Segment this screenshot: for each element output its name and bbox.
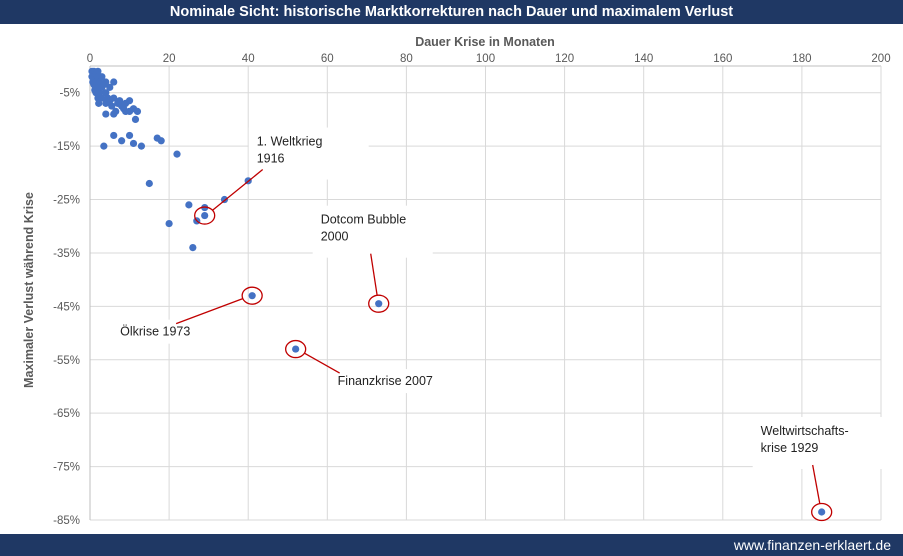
- data-point: [106, 83, 114, 91]
- data-point: [102, 78, 110, 86]
- footer-bar: www.finanzen-erklaert.de: [0, 534, 903, 556]
- annotation-box: [248, 127, 369, 180]
- annotations: 1. Weltkrieg 1916 Dotcom Bubble 2000 Ölkrise…: [120, 135, 849, 522]
- annotation-label: 1. Weltkrieg: [257, 135, 323, 149]
- data-point: [173, 150, 181, 158]
- data-point: [818, 508, 826, 516]
- annotation-label: Dotcom Bubble: [321, 213, 407, 227]
- annotation-connector: [175, 298, 244, 325]
- y-tick-label: -5%: [60, 88, 80, 100]
- annotation-label: Finanzkrise 2007: [338, 374, 433, 388]
- annotation-label: Weltwirtschafts-: [761, 424, 849, 438]
- x-tick-label: 160: [713, 53, 732, 65]
- x-tick-label: 0: [87, 53, 93, 65]
- data-point: [157, 137, 165, 145]
- data-point: [133, 107, 142, 115]
- data-point: [98, 94, 106, 102]
- y-axis-label: Maximaler Verlust während Krise: [22, 192, 36, 388]
- data-point: [94, 67, 102, 75]
- annotation-connector: [812, 464, 821, 504]
- annotation-boxes: [112, 127, 883, 469]
- chart-title: Nominale Sicht: historische Marktkorrekt…: [0, 0, 903, 24]
- annotation-label: 1916: [257, 152, 285, 166]
- annotation-label: 2000: [321, 230, 349, 244]
- x-tick-label: 60: [321, 53, 334, 65]
- x-tick-labels: 0 20 40 60 80 100 120 140 160 180 200: [87, 53, 891, 65]
- data-points: [88, 67, 826, 516]
- y-tick-labels: -5% -15% -25% -35% -45% -55% -65% -75% -85%: [53, 88, 80, 527]
- annotation-box: [752, 416, 883, 469]
- x-axis-label: Dauer Krise in Monaten: [415, 35, 555, 49]
- data-point: [112, 107, 120, 115]
- annotation-circle: [811, 502, 833, 522]
- data-point: [125, 97, 134, 105]
- annotation-box: [312, 205, 433, 258]
- data-point: [110, 78, 118, 86]
- y-tick-label: -25%: [53, 195, 80, 207]
- x-tick-label: 40: [242, 53, 255, 65]
- data-point: [125, 131, 134, 140]
- x-tick-label: 180: [792, 53, 811, 65]
- annotation-circle: [285, 339, 307, 359]
- y-tick-label: -85%: [53, 515, 80, 527]
- annotation-connector: [212, 169, 264, 211]
- data-point: [248, 292, 256, 300]
- annotation-circle: [194, 206, 216, 225]
- x-tick-label: 100: [476, 53, 495, 65]
- data-point: [102, 110, 110, 118]
- data-point: [145, 179, 153, 188]
- y-tick-label: -35%: [53, 248, 80, 260]
- x-tick-label: 200: [871, 53, 890, 65]
- x-tick-label: 20: [163, 53, 176, 65]
- data-point: [137, 142, 146, 150]
- y-tick-label: -45%: [53, 301, 80, 313]
- annotation-circle: [368, 294, 390, 313]
- x-tick-label: 80: [400, 53, 413, 65]
- annotation-circle: [241, 286, 263, 305]
- data-point: [131, 115, 140, 124]
- annotation-box: [329, 369, 450, 394]
- x-tick-label: 120: [555, 53, 574, 65]
- annotation-connector: [370, 253, 378, 296]
- y-tick-label: -65%: [53, 408, 80, 420]
- data-point: [185, 201, 193, 209]
- data-point: [129, 139, 138, 148]
- data-point: [100, 142, 108, 150]
- data-point: [165, 219, 173, 228]
- y-tick-label: -55%: [53, 355, 80, 367]
- data-point: [375, 300, 383, 308]
- data-point: [118, 137, 126, 145]
- data-point: [98, 73, 106, 81]
- x-tick-label: 140: [634, 53, 653, 65]
- annotation-label: Ölkrise 1973: [120, 325, 190, 339]
- annotation-label: krise 1929: [761, 441, 819, 455]
- y-tick-label: -75%: [53, 462, 80, 474]
- footer-site[interactable]: www.finanzen-erklaert.de: [733, 537, 891, 553]
- data-point: [110, 94, 118, 102]
- data-point: [292, 345, 300, 353]
- data-point: [95, 99, 103, 107]
- data-point: [189, 244, 197, 252]
- data-point: [110, 131, 118, 140]
- annotation-connector: [304, 352, 340, 374]
- annotation-box: [112, 319, 213, 344]
- data-point: [108, 102, 116, 110]
- data-point: [201, 211, 209, 220]
- y-tick-label: -15%: [53, 141, 80, 153]
